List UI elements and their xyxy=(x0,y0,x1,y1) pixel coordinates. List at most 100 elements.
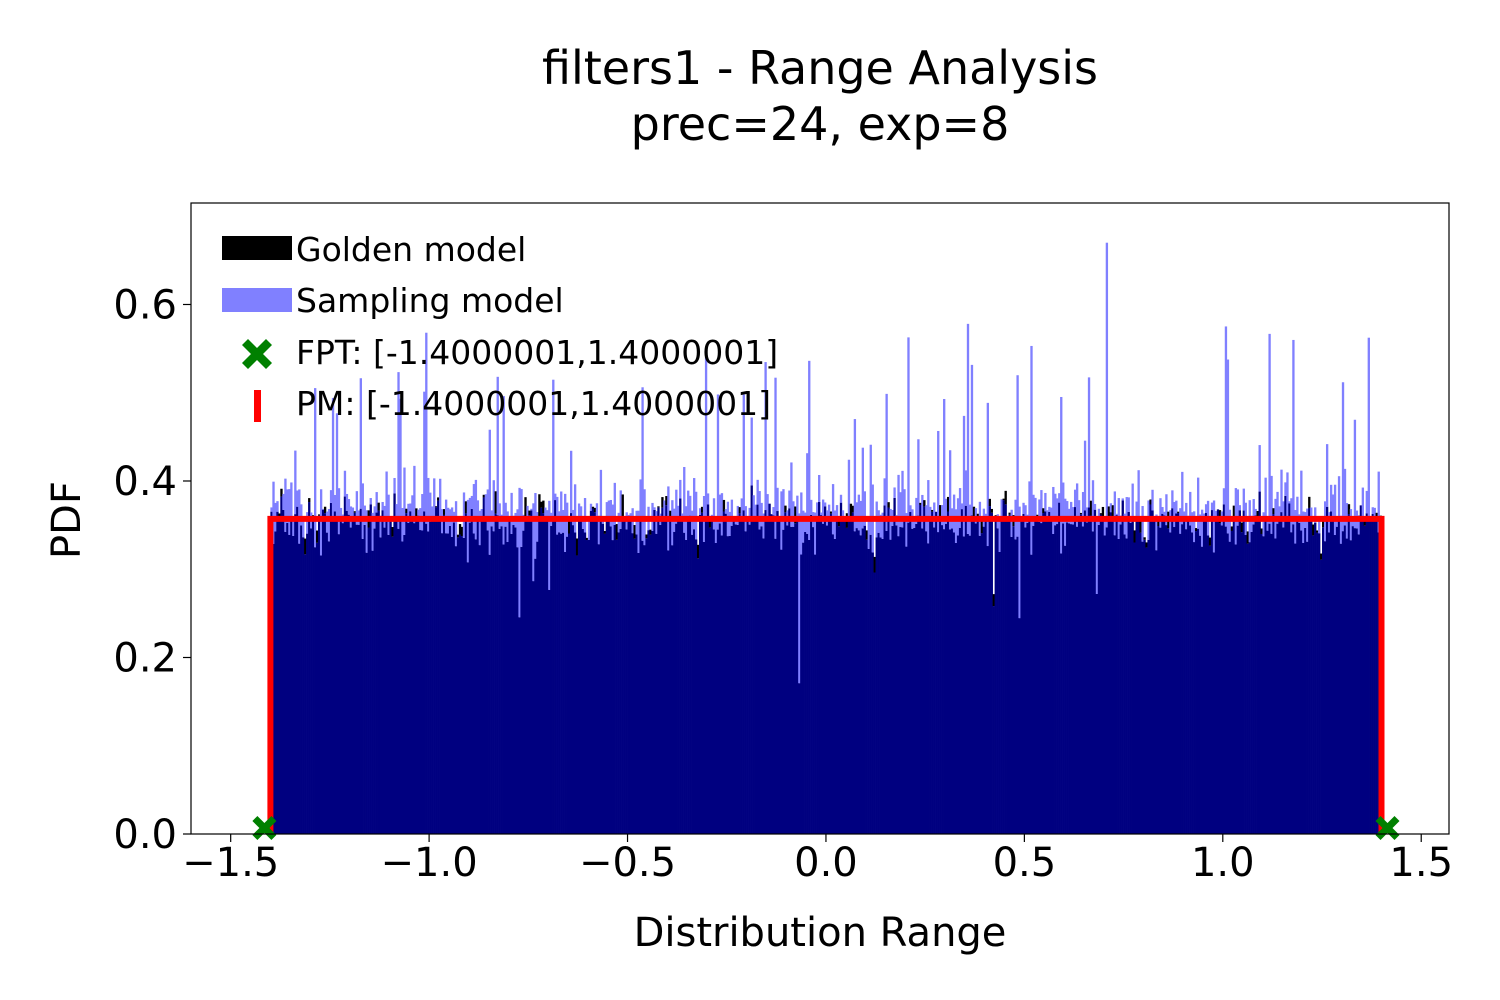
hist-bar-overlap xyxy=(1345,538,1349,834)
hist-bar-overlap xyxy=(667,550,670,834)
hist-bar-sampling-model xyxy=(879,514,882,538)
hist-bar-overlap xyxy=(643,545,646,834)
hist-bar-overlap xyxy=(869,534,872,834)
hist-bar-overlap xyxy=(633,538,636,834)
hist-bar-overlap xyxy=(1252,524,1255,834)
hist-bar-overlap xyxy=(950,528,954,834)
hist-bar-golden-model xyxy=(593,507,597,513)
hist-bar-sampling-model xyxy=(1325,444,1329,507)
hist-bar-overlap xyxy=(1159,527,1162,834)
x-tick-label: 0.0 xyxy=(794,840,858,886)
hist-bar-sampling-model xyxy=(1250,515,1253,532)
hist-bar-sampling-model xyxy=(288,489,291,535)
hist-bar-overlap xyxy=(1171,508,1174,834)
hist-bar-golden-model xyxy=(1308,496,1311,508)
hist-bar-sampling-model xyxy=(427,477,430,532)
chart-title-line1: filters1 - Range Analysis xyxy=(542,41,1098,95)
hist-bar-overlap xyxy=(943,529,946,834)
hist-bar-overlap xyxy=(780,549,783,834)
hist-bar-overlap xyxy=(808,539,811,834)
legend-swatch-fpt-x-icon xyxy=(242,339,272,369)
hist-bar-overlap xyxy=(1052,533,1055,834)
hist-bar-overlap xyxy=(693,529,696,834)
hist-bar-overlap xyxy=(998,552,1001,834)
hist-bar-overlap xyxy=(1230,530,1234,834)
hist-bar-overlap xyxy=(1290,532,1293,834)
hist-bar-sampling-model xyxy=(506,511,509,543)
hist-bar-sampling-model xyxy=(351,507,355,520)
hist-bar-sampling-model xyxy=(327,508,331,542)
hist-bar-overlap xyxy=(1133,542,1136,834)
hist-bar-sampling-model xyxy=(1010,509,1013,537)
hist-bar-overlap xyxy=(1296,516,1299,834)
hist-bar-overlap xyxy=(1228,541,1232,834)
hist-bar-sampling-model xyxy=(728,511,732,536)
hist-bar-overlap xyxy=(1361,520,1365,834)
hist-bar-sampling-model xyxy=(1109,503,1113,513)
hist-bar-overlap xyxy=(562,532,565,834)
hist-bar-sampling-model xyxy=(758,491,761,530)
hist-bar-sampling-model xyxy=(943,398,946,530)
hist-bar-overlap xyxy=(1068,523,1071,834)
hist-bar-overlap xyxy=(1314,522,1317,834)
hist-bar-overlap xyxy=(798,683,801,834)
hist-bar-overlap xyxy=(1117,538,1120,834)
hist-bar-overlap xyxy=(790,526,793,834)
hist-bar-overlap xyxy=(694,539,698,834)
hist-bar-overlap xyxy=(734,524,738,834)
hist-bar-overlap xyxy=(1195,531,1198,834)
hist-bar-golden-model xyxy=(1260,528,1263,534)
hist-bar-sampling-model xyxy=(1222,488,1226,505)
hist-bar-overlap xyxy=(804,531,807,834)
hist-bar-overlap xyxy=(750,485,753,834)
hist-bar-sampling-model xyxy=(1072,507,1075,525)
hist-bar-sampling-model xyxy=(425,332,428,524)
hist-bar-overlap xyxy=(827,520,831,834)
hist-bar-overlap xyxy=(1149,504,1152,834)
hist-bar-sampling-model xyxy=(792,501,795,527)
hist-bar-overlap xyxy=(806,533,809,834)
hist-bar-overlap xyxy=(512,525,515,834)
hist-bar-sampling-model xyxy=(1058,493,1061,503)
hist-bar-golden-model xyxy=(1272,508,1275,515)
hist-bar-overlap xyxy=(948,529,952,834)
hist-bar-overlap xyxy=(704,516,708,834)
x-tick-label: −1.0 xyxy=(381,840,478,886)
hist-bar-golden-model xyxy=(1256,511,1259,517)
hist-bar-sampling-model xyxy=(381,501,384,511)
hist-bar-sampling-model xyxy=(526,505,529,521)
hist-bar-overlap xyxy=(308,502,311,834)
hist-bar-overlap xyxy=(1327,532,1331,834)
hist-bar-sampling-model xyxy=(821,499,825,524)
hist-bar-sampling-model xyxy=(423,391,426,512)
hist-bar-overlap xyxy=(837,526,841,834)
hist-bar-overlap xyxy=(1101,517,1105,834)
hist-bar-overlap xyxy=(1371,514,1374,834)
hist-bar-overlap xyxy=(1032,525,1035,834)
hist-bar-overlap xyxy=(494,513,497,834)
hist-bar-overlap xyxy=(472,533,476,834)
hist-bar-overlap xyxy=(1276,523,1279,834)
hist-bar-overlap xyxy=(829,513,833,834)
hist-bar-sampling-model xyxy=(1165,494,1168,526)
hist-bar-sampling-model xyxy=(945,498,948,524)
hist-bar-sampling-model xyxy=(760,502,763,527)
hist-bar-overlap xyxy=(587,539,591,834)
hist-bar-sampling-model xyxy=(901,470,904,528)
hist-bar-overlap xyxy=(1115,515,1118,834)
hist-bar-overlap xyxy=(568,533,571,834)
hist-bar-golden-model xyxy=(323,506,327,514)
hist-bar-overlap xyxy=(611,540,614,834)
hist-bar-sampling-model xyxy=(736,505,739,525)
hist-bar-overlap xyxy=(788,508,791,834)
hist-bar-overlap xyxy=(742,510,745,834)
hist-bar-overlap xyxy=(941,525,944,834)
hist-bar-sampling-model xyxy=(292,516,295,536)
hist-bar-overlap xyxy=(1177,512,1180,834)
hist-bar-sampling-model xyxy=(1292,339,1295,525)
hist-bar-overlap xyxy=(355,524,359,834)
hist-bar-sampling-model xyxy=(964,470,968,506)
hist-bar-overlap xyxy=(385,521,388,834)
hist-bar-overlap xyxy=(486,530,489,834)
hist-bar-overlap xyxy=(323,513,327,834)
